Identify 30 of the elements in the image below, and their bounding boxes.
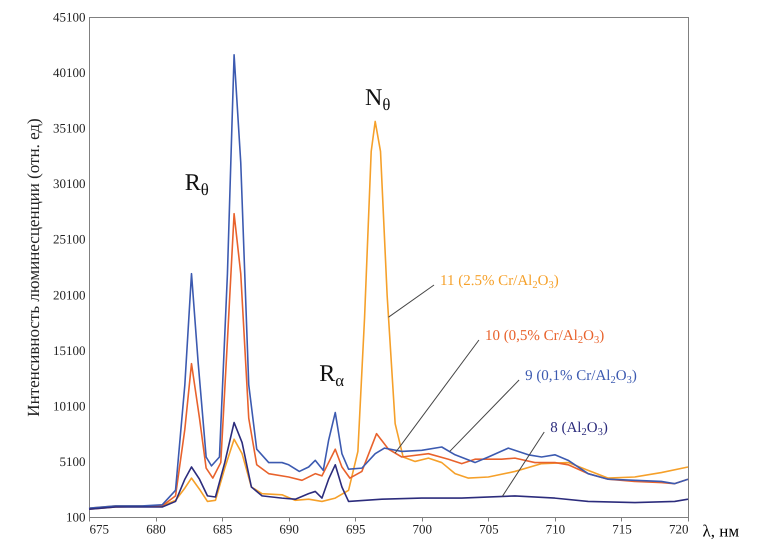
y-tick-label: 45100	[53, 10, 86, 24]
x-tick-label: 700	[412, 522, 432, 536]
y-tick-label: 30100	[53, 176, 86, 192]
x-tick-label: 685	[212, 522, 232, 536]
x-axis-title: λ, нм	[702, 522, 740, 540]
y-tick-label: 5100	[60, 454, 86, 469]
y-tick-label: 100	[66, 510, 86, 524]
y-tick-label: 25100	[53, 232, 86, 247]
x-tick-label: 680	[146, 522, 166, 536]
y-tick-label: 10100	[53, 398, 86, 414]
annotation: N$_{θ}$	[365, 85, 390, 114]
y-axis-title: Интенсивность люминесценции (отн. ед)	[24, 118, 43, 417]
y-tick-label: 15100	[53, 342, 86, 358]
x-tick-label: 710	[546, 522, 566, 536]
line-series	[88, 422, 689, 510]
x-tick-label: 690	[279, 522, 299, 536]
text: 9 (0,1% Cr/Al$_{2}$O$_{3}$)	[525, 368, 637, 387]
y-tick-label: 35100	[53, 120, 86, 136]
x-tick-label: 715	[612, 522, 632, 536]
y-tick-label: 20100	[53, 287, 86, 302]
text: 10 (0,5% Cr/Al$_{2}$O$_{3}$)	[484, 328, 604, 347]
x-tick-label: 720	[669, 522, 688, 536]
annotation: R$_{α}$	[319, 360, 344, 390]
text: 8 (Al$_{2}$O$_{3}$)	[550, 420, 608, 439]
x-tick-label: 705	[479, 522, 499, 536]
x-tick-label: 675	[90, 522, 109, 536]
y-tick-label: 40100	[53, 65, 86, 80]
text: 11 (2.5% Cr/Al$_{2}$O$_{3}$)	[440, 273, 559, 292]
annotation: R$_{θ}$	[184, 170, 209, 199]
x-tick-label: 695	[346, 522, 366, 536]
